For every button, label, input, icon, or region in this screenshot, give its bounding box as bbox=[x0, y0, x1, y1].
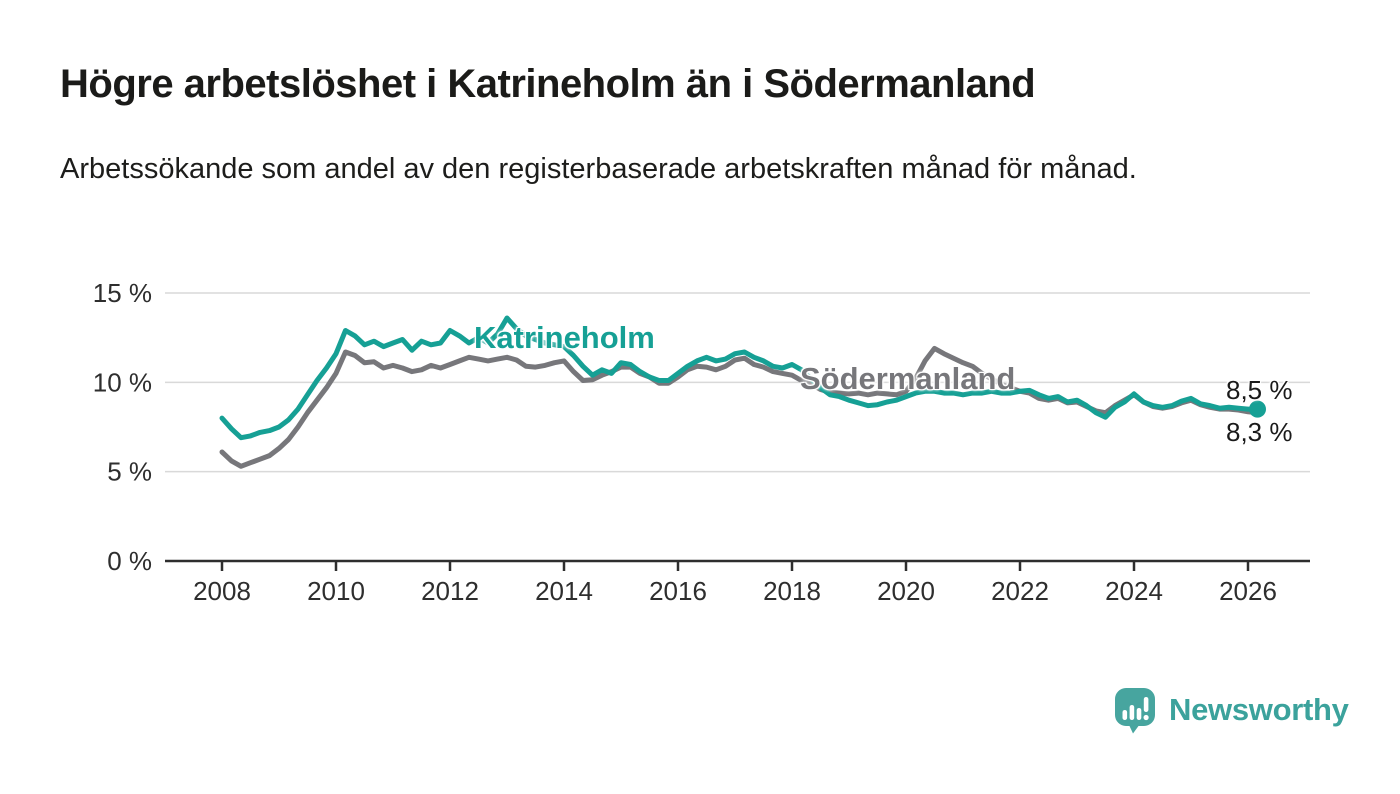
series-label-katrineholm: Katrineholm bbox=[474, 320, 655, 355]
newsworthy-wordmark: Newsworthy bbox=[1169, 692, 1349, 727]
series-end-dot-katrineholm bbox=[1249, 400, 1267, 418]
x-tick-label: 2024 bbox=[1105, 576, 1163, 606]
x-tick-label: 2008 bbox=[193, 576, 251, 606]
series-line-södermanland bbox=[219, 345, 1260, 469]
y-tick-label: 15 % bbox=[93, 278, 152, 308]
x-tick-label: 2010 bbox=[307, 576, 365, 606]
y-tick-label: 5 % bbox=[107, 457, 152, 487]
x-tick-label: 2020 bbox=[877, 576, 935, 606]
page-title: Högre arbetslöshet i Katrineholm än i Sö… bbox=[60, 62, 1036, 106]
end-value-katrineholm: 8,5 % bbox=[1226, 375, 1293, 405]
y-tick-label: 10 % bbox=[93, 367, 152, 397]
page-subtitle: Arbetssökande som andel av den registerb… bbox=[60, 153, 1137, 185]
end-value-sodermanland: 8,3 % bbox=[1226, 417, 1293, 447]
x-tick-label: 2026 bbox=[1219, 576, 1277, 606]
x-tick-label: 2012 bbox=[421, 576, 479, 606]
x-tick-label: 2014 bbox=[535, 576, 593, 606]
series-label-sodermanland: Södermanland bbox=[800, 361, 1016, 396]
newsworthy-bar-chart-bubble-icon bbox=[1115, 688, 1155, 734]
x-tick-label: 2018 bbox=[763, 576, 821, 606]
x-tick-label: 2016 bbox=[649, 576, 707, 606]
series-line-katrineholm bbox=[219, 315, 1260, 441]
newsworthy-logo: Newsworthy bbox=[1113, 686, 1349, 734]
x-tick-label: 2022 bbox=[991, 576, 1049, 606]
y-tick-label: 0 % bbox=[107, 546, 152, 576]
